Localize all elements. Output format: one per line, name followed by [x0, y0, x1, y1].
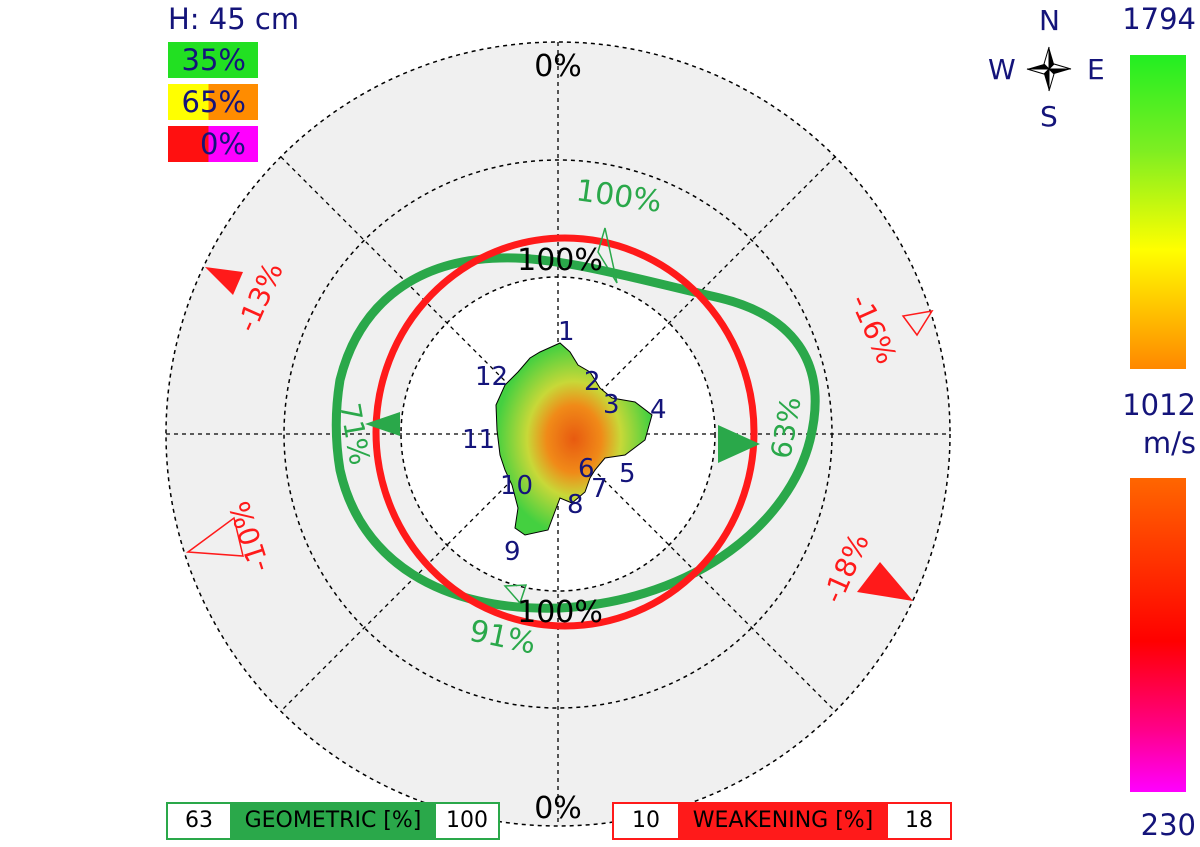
ring-label-inner-top: 100%	[517, 243, 603, 278]
height-label: H: 45 cm	[168, 2, 300, 36]
sensor-label: 10	[500, 471, 533, 501]
coverage-legend-label: 0%	[199, 127, 246, 161]
sensor-label: 4	[650, 395, 667, 425]
weakening-bar: 10 WEAKENING [%] 18	[612, 802, 952, 840]
sensor-label: 12	[475, 362, 508, 392]
sensor-label: 1	[558, 317, 575, 347]
coverage-legend-label: 65%	[181, 85, 246, 119]
geometric-bar-min: 63	[185, 808, 213, 833]
coverage-legend-yellow-orange: 65%	[168, 84, 258, 120]
compass-north: N	[1039, 4, 1060, 37]
compass-south: S	[1040, 100, 1058, 133]
ring-label-inner-bottom: 100%	[517, 595, 603, 630]
coverage-legend-green: 35%	[168, 42, 258, 78]
sensor-label: 5	[619, 459, 636, 489]
velocity-blob	[495, 342, 653, 536]
colorbar-lower-min: 230	[1140, 808, 1196, 842]
tomogram-plot: 0% 0% 100% 100% 1 2 3 4 5 6 7 8 9 10 11 …	[165, 41, 1072, 827]
sensor-label: 6	[578, 454, 595, 484]
sensor-label: 7	[591, 474, 608, 504]
geometric-arrow-west	[365, 412, 400, 436]
sensor-label: 11	[462, 425, 495, 455]
weakening-marker-nw	[205, 267, 243, 295]
weakening-bar-label: WEAKENING [%]	[678, 804, 888, 838]
geometric-bar-max: 100	[446, 808, 488, 833]
coverage-legend-red-magenta: 0%	[168, 126, 258, 162]
colorbar-upper	[1130, 55, 1186, 369]
ring-label-outer-top: 0%	[534, 49, 582, 84]
geometric-arrow-south	[503, 584, 528, 605]
compass-rose-icon	[1026, 46, 1072, 92]
weakening-marker-sw	[185, 516, 244, 557]
weakening-outline	[372, 234, 758, 630]
sensor-label: 9	[504, 537, 521, 567]
coverage-legend-label: 35%	[181, 43, 246, 77]
geometric-arrow-north	[597, 227, 618, 284]
weakening-marker-se	[857, 562, 913, 601]
colorbar-unit: m/s	[1142, 426, 1196, 460]
compass-west: W	[988, 53, 1016, 86]
geometric-arrow-east	[718, 425, 760, 463]
compass-east: E	[1087, 53, 1105, 86]
weakening-bar-max: 18	[905, 808, 933, 833]
sensor-label: 3	[603, 390, 620, 420]
geometric-bar: 63 GEOMETRIC [%] 100	[166, 802, 500, 840]
colorbar-lower	[1130, 478, 1186, 792]
geometric-outline	[331, 253, 820, 613]
colorbar-upper-max: 1794	[1122, 2, 1196, 36]
colorbar-upper-min: 1012	[1122, 388, 1196, 422]
sensor-label: 2	[584, 367, 601, 397]
sensor-label: 8	[567, 490, 584, 520]
weakening-bar-min: 10	[632, 808, 660, 833]
ring-label-outer-bottom: 0%	[534, 791, 582, 826]
sensor-labels: 1 2 3 4 5 6 7 8 9 10 11 12	[462, 317, 667, 567]
weakening-marker-ne	[901, 309, 934, 337]
geometric-bar-label: GEOMETRIC [%]	[230, 804, 436, 838]
